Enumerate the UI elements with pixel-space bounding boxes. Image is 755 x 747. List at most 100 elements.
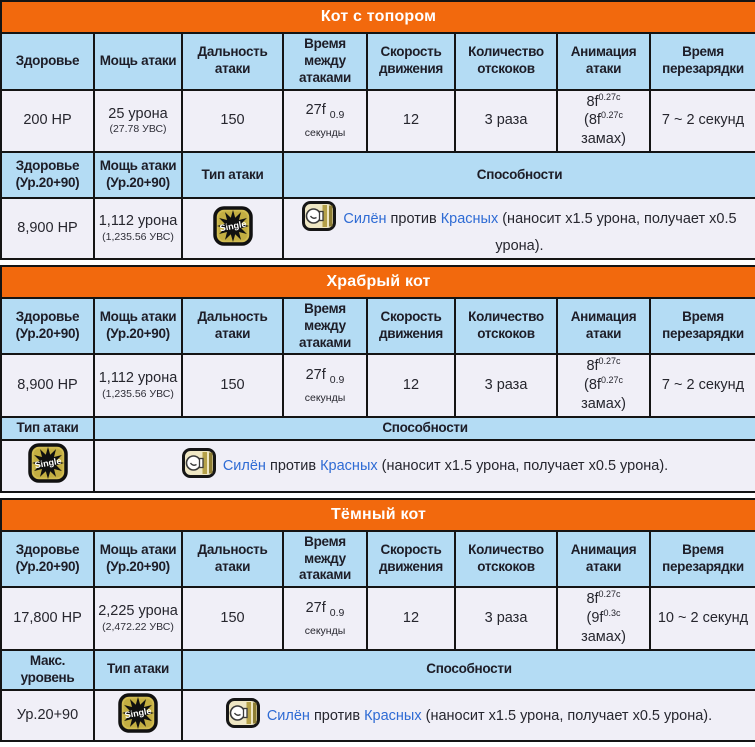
header-recharge-time: Время перезарядки [649,529,755,589]
frequency-seconds: 0.9 [329,606,345,619]
header-attack-animation: Анимация атаки [556,529,651,589]
frequency-frames-line: 27f 0.9 [305,366,345,386]
frequency-frames-line: 27f 0.9 [305,101,345,121]
header-movement-speed: Скорость движения [366,32,456,91]
svg-text:Single: Single [33,456,61,471]
value-movement-speed: 12 [366,88,456,154]
ability-text-rest: (наносит x1.5 урона, получает x0.5 урона… [495,210,737,254]
frequency-frames-line: 27f 0.9 [305,599,345,619]
value-health: 200 HP [0,88,95,154]
single-attack-icon[interactable]: Single [212,205,253,252]
value-abilities: Силён против Красных (наносит x1.5 урона… [282,197,755,260]
header-attack-type: Тип атаки [0,416,95,441]
value-attack-frequency: 27f 0.9 секунды [282,88,368,154]
ability-strong-link[interactable]: Силён [222,457,266,474]
value-attack-range: 150 [181,88,284,154]
single-attack-icon[interactable]: Single [118,692,158,739]
ability-strong-link[interactable]: Силён [266,707,310,724]
header-health: Здоровье [0,32,95,91]
value-attack-range: 150 [181,353,284,418]
value-attack-type: Single [181,197,284,260]
value-attack-frequency: 27f 0.9 секунды [282,586,368,651]
attack-dps: (1,235.56 УВС) [102,388,174,401]
ability-target-link[interactable]: Красных [364,707,422,724]
animation-line-2: (8f0.27c [584,375,623,394]
value-attack-animation: 8f0.27c (8f0.27c замах) [556,353,651,418]
header-health: Здоровье (Ур.20+90) [0,296,95,356]
ability-text-mid: против [265,457,321,474]
value-attack-animation: 8f0.27c (8f0.27c замах) [556,88,651,154]
value-attack-type: Single [93,688,183,743]
header-abilities: Способности [282,151,755,200]
header-movement-speed: Скорость движения [366,296,456,356]
attack-damage-leveled: 1,112 урона [98,213,178,230]
value-recharge-time: 10 ~ 2 секунд [649,586,755,651]
header-health-leveled: Здоровье (Ур.20+90) [0,151,95,200]
animation-line-1: 8f0.27c [586,356,621,375]
value-knockbacks: 3 раза [454,353,558,418]
value-knockbacks: 3 раза [454,88,558,154]
strong-ability-icon[interactable] [302,201,337,237]
header-attack-power: Мощь атаки (Ур.20+90) [93,529,183,589]
ability-target-link[interactable]: Красных [320,457,378,474]
animation-line-2: (8f0.27c [584,110,623,129]
value-movement-speed: 12 [366,353,456,418]
attack-damage: 1,112 урона [98,370,178,387]
frequency-unit: секунды [304,625,346,638]
strong-ability-icon[interactable] [225,697,260,734]
value-attack-leveled: 1,112 урона (1,235.56 УВС) [93,197,183,260]
header-knockbacks: Количество отскоков [454,32,558,91]
header-attack-power: Мощь атаки [93,32,183,91]
value-attack-range: 150 [181,586,284,651]
header-attack-range: Дальность атаки [181,529,284,589]
strong-ability-icon[interactable] [181,447,216,484]
header-attack-frequency: Время между атаками [282,529,368,589]
header-knockbacks: Количество отскоков [454,296,558,356]
value-attack-power: 2,225 урона (2,472.22 УВС) [93,586,183,651]
header-max-level: Макс. уровень [0,648,95,691]
header-abilities: Способности [181,648,755,691]
svg-text:Single: Single [218,218,246,233]
value-knockbacks: 3 раза [454,586,558,651]
table-brave-cat: Храбрый кот Здоровье (Ур.20+90) Мощь ата… [0,264,755,493]
header-attack-leveled: Мощь атаки (Ур.20+90) [93,151,183,200]
value-attack-type: Single [0,438,95,493]
ability-target-link[interactable]: Красных [440,210,499,227]
value-abilities: Силён против Красных (наносит x1.5 урона… [92,438,755,493]
header-abilities: Способности [92,416,755,441]
value-movement-speed: 12 [366,586,456,651]
animation-line-2: (9f0.3c [586,608,621,627]
animation-line-3: замах) [581,131,626,148]
header-attack-type: Тип атаки [181,151,284,200]
header-attack-range: Дальность атаки [181,32,284,91]
attack-dps: (2,472.22 УВС) [102,621,174,634]
attack-dps: (27.78 УВС) [109,123,167,136]
value-max-level: Ур.20+90 [0,688,95,743]
attack-damage: 2,225 урона [98,603,178,620]
table-title: Кот с топором [0,0,755,34]
ability-text-rest: (наносит x1.5 урона, получает x0.5 урона… [421,707,713,724]
attack-damage: 25 урона [108,105,168,122]
ability-text-mid: против [386,210,441,227]
animation-line-3: замах) [581,629,626,646]
ability-strong-link[interactable]: Силён [343,210,387,227]
header-attack-animation: Анимация атаки [556,296,651,356]
table-title: Храбрый кот [0,264,755,299]
single-attack-icon[interactable]: Single [27,443,68,489]
header-recharge-time: Время перезарядки [649,32,755,91]
table-title: Тёмный кот [0,497,755,532]
frequency-seconds: 0.9 [329,373,345,386]
animation-line-3: замах) [581,396,626,413]
header-health: Здоровье (Ур.20+90) [0,529,95,589]
animation-line-1: 8f0.27c [586,589,621,608]
ability-text-mid: против [309,707,365,724]
header-knockbacks: Количество отскоков [454,529,558,589]
value-health-leveled: 8,900 HP [0,197,95,260]
value-recharge-time: 7 ~ 2 секунд [648,353,755,418]
value-attack-power: 1,112 урона (1,235.56 УВС) [93,353,183,418]
frequency-unit: секунды [304,392,346,405]
value-recharge-time: 7 ~ 2 секунд [649,88,755,154]
value-attack-power: 25 урона (27.78 УВС) [93,88,183,154]
header-attack-frequency: Время между атаками [282,296,368,356]
value-health: 17,800 HP [0,586,95,651]
